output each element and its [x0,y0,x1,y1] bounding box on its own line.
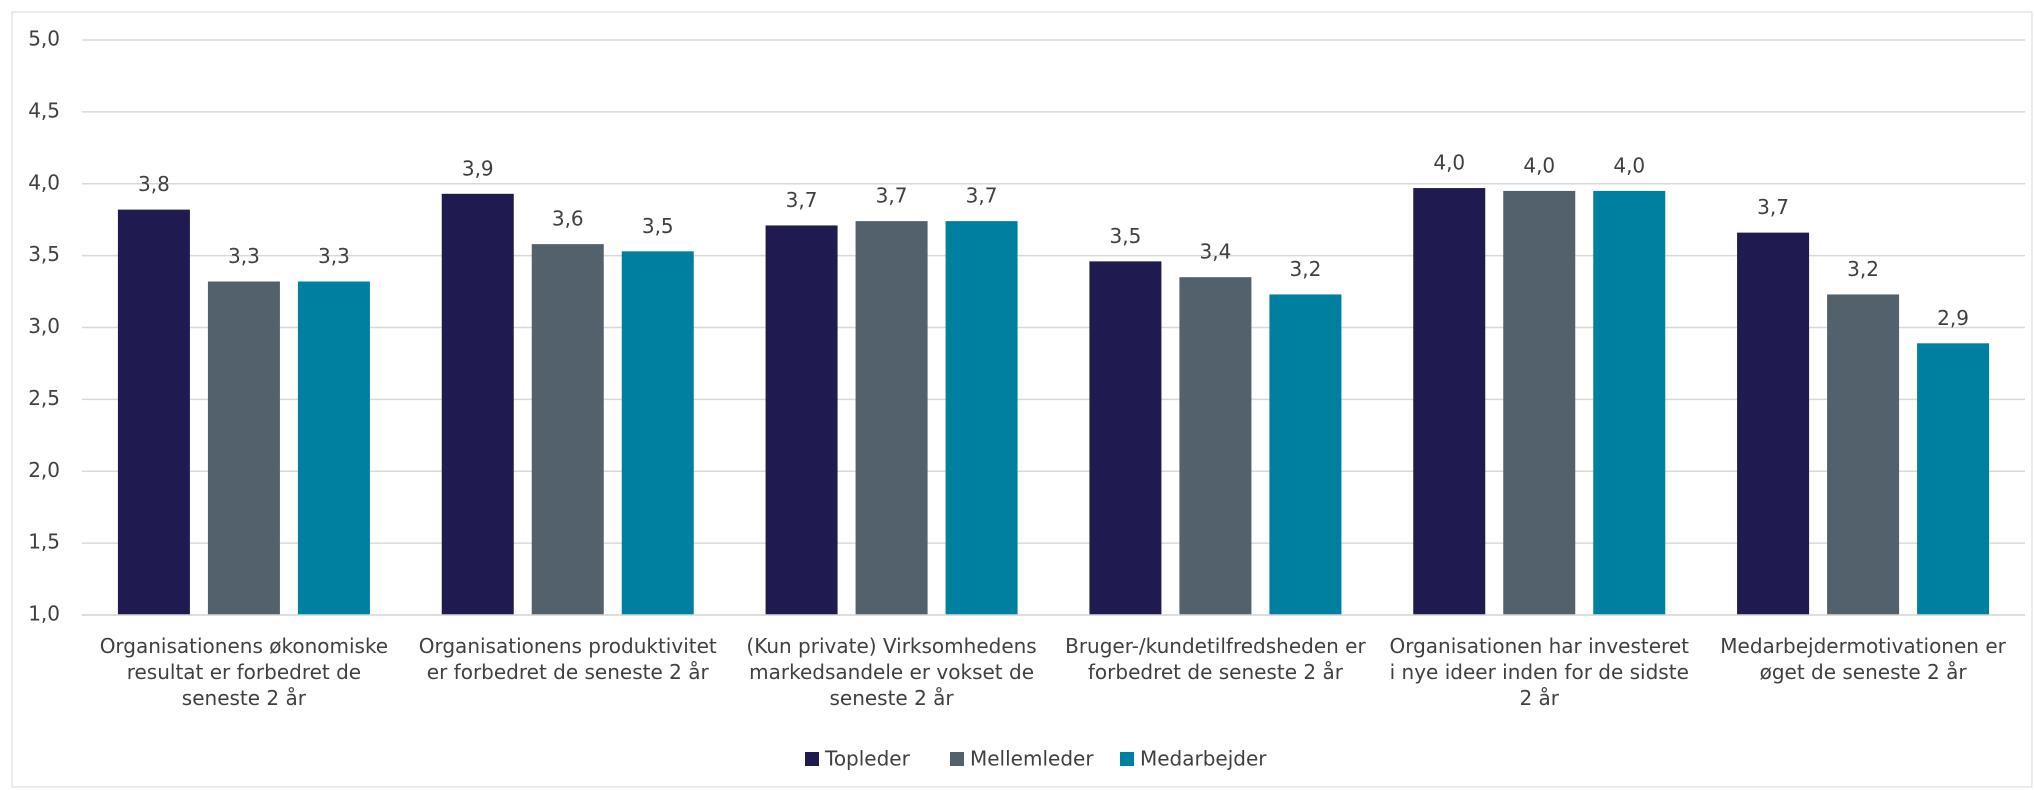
bar [1413,188,1486,615]
data-label: 3,4 [1200,240,1232,264]
bar [531,244,604,615]
x-tick-label: Medarbejdermotivationen er øget de senes… [1720,634,2006,684]
data-label: 3,2 [1290,257,1322,281]
y-tick-label: 3,5 [28,242,60,266]
bar [1827,294,1900,615]
bar [1179,277,1252,615]
bar [297,281,370,615]
y-tick-label: 4,5 [28,98,60,122]
legend-swatch [950,752,964,766]
legend-label: Topleder [824,747,911,771]
bar [1269,294,1342,615]
x-tick-label: Organisationen har investeret i nye idee… [1389,634,1689,710]
data-label: 3,3 [228,244,260,268]
bar [117,209,190,615]
y-tick-label: 1,0 [28,602,60,626]
data-label: 4,0 [1523,153,1555,177]
bar [1593,190,1666,615]
data-label: 3,5 [642,214,674,238]
data-label: 3,2 [1847,257,1879,281]
bar [621,251,694,615]
data-label: 3,3 [318,244,350,268]
data-label: 4,0 [1433,151,1465,175]
bar [855,221,928,615]
y-tick-label: 2,0 [28,458,60,482]
data-label: 3,7 [1757,195,1789,219]
data-label: 3,7 [786,188,818,212]
legend-label: Mellemleder [970,747,1094,771]
data-label: 3,7 [876,184,908,208]
bar [441,193,514,615]
data-label: 3,5 [1110,224,1142,248]
y-tick-label: 1,5 [28,530,60,554]
data-label: 3,7 [966,184,998,208]
data-label: 3,6 [552,207,584,231]
bar [945,221,1018,615]
legend-label: Medarbejder [1140,747,1267,771]
x-tick-label: Bruger-/kundetilfredsheden er forbedret … [1065,634,1366,684]
bar [207,281,280,615]
y-tick-label: 3,0 [28,314,60,338]
data-label: 3,9 [462,156,494,180]
x-tick-label: (Kun private) Virksomhedens markedsandel… [746,634,1037,710]
bar [765,225,838,615]
bar [1917,343,1990,615]
data-label: 2,9 [1937,306,1969,330]
x-tick-label: Organisationens økonomiske resultat er f… [99,634,389,710]
y-tick-label: 4,0 [28,170,60,194]
legend-swatch [805,752,819,766]
chart-border [11,11,2033,788]
bar [1089,261,1162,615]
y-tick-label: 5,0 [28,27,60,51]
y-tick-label: 2,5 [28,386,60,410]
legend-swatch [1120,752,1134,766]
bar [1503,190,1576,615]
data-label: 4,0 [1613,153,1645,177]
bar [1737,232,1810,615]
data-label: 3,8 [138,172,170,196]
x-tick-label: Organisationens produktivitet er forbedr… [418,634,717,684]
